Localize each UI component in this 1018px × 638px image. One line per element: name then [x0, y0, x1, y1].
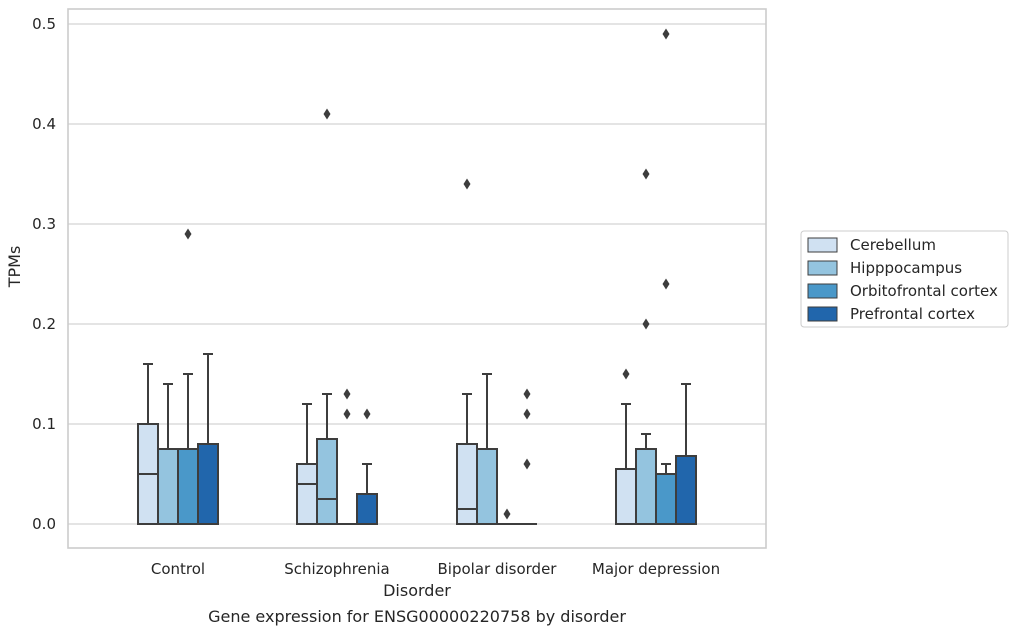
plot-frame	[67, 8, 767, 549]
outlier-point	[323, 108, 331, 120]
box-plot	[456, 178, 478, 525]
box-plot	[337, 388, 357, 525]
y-tick-label: 0.1	[32, 415, 56, 433]
x-axis-label: Disorder	[383, 581, 451, 600]
outlier-point	[622, 368, 630, 380]
y-axis-label: TPMs	[5, 246, 24, 289]
box-plot	[615, 368, 637, 525]
box-plot	[517, 388, 537, 525]
outlier-point	[642, 168, 650, 180]
y-tick-label: 0.5	[32, 15, 56, 33]
box-plot	[675, 383, 697, 525]
outlier-point	[662, 28, 670, 40]
y-tick-label: 0.4	[32, 115, 56, 133]
outlier-point	[523, 458, 531, 470]
box-plot	[635, 168, 657, 525]
outlier-point	[343, 408, 351, 420]
legend-label: Orbitofrontal cortex	[850, 282, 998, 300]
y-tick-labels: 0.0 0.1 0.2 0.3 0.4 0.5	[32, 15, 56, 533]
legend-frame	[800, 230, 1009, 328]
box	[296, 463, 318, 525]
outlier-point	[184, 228, 192, 240]
legend-swatch	[807, 237, 838, 253]
legend-label: Cerebellum	[850, 236, 936, 254]
outlier-point	[363, 408, 371, 420]
legend-item: Prefrontal cortex	[807, 305, 975, 323]
y-tick-label: 0.3	[32, 215, 56, 233]
legend-label: Prefrontal cortex	[850, 305, 975, 323]
outlier-point	[662, 278, 670, 290]
box-plot	[197, 353, 219, 525]
legend: Cerebellum Hipppocampus Orbitofrontal cort…	[800, 230, 1009, 328]
outlier-point	[463, 178, 471, 190]
legend-swatch	[807, 283, 838, 299]
box	[675, 455, 697, 525]
box-plot	[655, 28, 677, 525]
legend-items: Cerebellum Hipppocampus Orbitofrontal cort…	[807, 236, 998, 323]
box	[316, 438, 338, 525]
box-plot	[497, 508, 517, 525]
outlier-point	[642, 318, 650, 330]
box	[615, 468, 637, 525]
box	[157, 448, 179, 525]
box	[197, 443, 219, 525]
box-plot	[476, 373, 498, 525]
box	[456, 443, 478, 525]
outlier-point	[343, 388, 351, 400]
box	[635, 448, 657, 525]
outlier-point	[523, 408, 531, 420]
x-tick-label: Bipolar disorder	[438, 560, 558, 578]
outlier-point	[503, 508, 511, 520]
legend-item: Hipppocampus	[807, 259, 962, 277]
y-tick-label: 0.0	[32, 515, 56, 533]
x-tick-label: Schizophrenia	[284, 560, 389, 578]
box-plot	[296, 403, 318, 525]
box-plot	[137, 363, 159, 525]
box-plot	[157, 383, 179, 525]
box-plot	[177, 228, 199, 525]
legend-swatch	[807, 306, 838, 322]
box	[356, 493, 378, 525]
legend-item: Cerebellum	[807, 236, 936, 254]
box	[476, 448, 498, 525]
legend-item: Orbitofrontal cortex	[807, 282, 998, 300]
outlier-point	[523, 388, 531, 400]
y-tick-label: 0.2	[32, 315, 56, 333]
plot-boxes	[137, 28, 697, 525]
x-tick-label: Control	[151, 560, 205, 578]
chart-title: Gene expression for ENSG00000220758 by d…	[208, 607, 626, 626]
box	[177, 448, 199, 525]
box	[655, 473, 677, 525]
x-tick-label: Major depression	[592, 560, 720, 578]
x-tick-labels: Control Schizophrenia Bipolar disorder Majo…	[151, 560, 720, 578]
legend-label: Hipppocampus	[850, 259, 962, 277]
legend-swatch	[807, 260, 838, 276]
box-plot	[356, 408, 378, 525]
box-plot	[316, 108, 338, 525]
